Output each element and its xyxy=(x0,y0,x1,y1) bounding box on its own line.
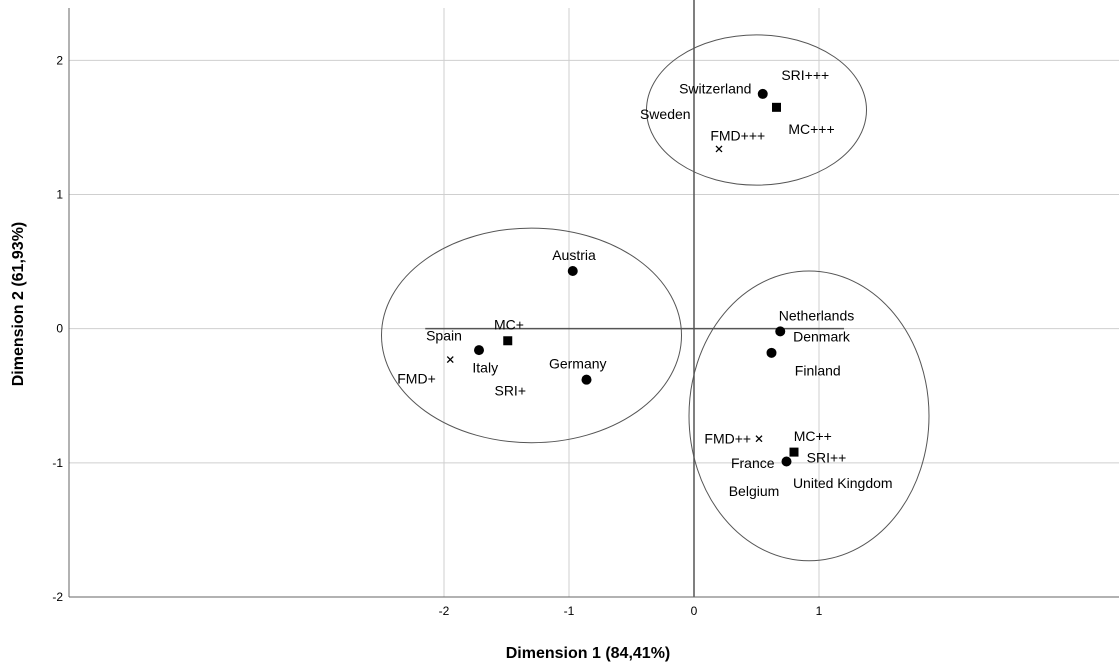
point-label: MC+++ xyxy=(788,121,834,137)
point-label: SRI+ xyxy=(494,382,526,398)
y-tick-label: 2 xyxy=(56,53,63,67)
point-label: Sweden xyxy=(640,106,691,122)
cross-stroke xyxy=(755,435,763,443)
zero-reference-lines xyxy=(425,0,844,597)
data-markers xyxy=(446,88,799,467)
point-label: Spain xyxy=(426,327,462,343)
x-axis-title: Dimension 1 (84,41%) xyxy=(506,645,671,662)
point-labels: Switzerland SRI+++ Sweden MC+++ FMD+++ Austri… xyxy=(397,67,892,499)
cross-stroke xyxy=(715,145,723,153)
data-point-cross xyxy=(715,145,723,153)
point-label: United Kingdom xyxy=(793,475,893,491)
y-tick-label: -2 xyxy=(52,590,63,604)
x-tick-label: 1 xyxy=(816,604,823,618)
point-label: Belgium xyxy=(729,483,780,499)
x-tick-label: 0 xyxy=(691,604,698,618)
point-label: FMD+++ xyxy=(710,127,765,143)
point-label: Netherlands xyxy=(779,307,855,323)
point-label: Austria xyxy=(552,247,596,263)
point-label: SRI++ xyxy=(807,449,847,465)
data-point-cross xyxy=(446,356,454,364)
point-label: MC++ xyxy=(794,428,832,444)
point-label: MC+ xyxy=(494,317,524,333)
point-label: Italy xyxy=(472,360,498,376)
data-point-square xyxy=(789,447,799,457)
data-point-circle xyxy=(781,456,792,467)
tick-labels: -2 -1 0 1 -2 -1 0 1 2 xyxy=(52,53,822,618)
point-label: FMD++ xyxy=(704,431,751,447)
y-tick-label: 0 xyxy=(56,322,63,336)
data-point-cross xyxy=(755,435,763,443)
point-label: Germany xyxy=(549,356,607,372)
y-tick-label: -1 xyxy=(52,456,63,470)
plot-frame xyxy=(68,8,1119,598)
group-ellipse xyxy=(381,227,682,444)
data-point-circle xyxy=(567,265,578,276)
group-ellipse xyxy=(646,34,867,186)
group-ellipses xyxy=(381,34,930,562)
data-point-circle xyxy=(775,326,786,337)
point-label: Finland xyxy=(795,362,841,378)
data-point-circle xyxy=(474,345,484,356)
point-label: Switzerland xyxy=(679,81,751,97)
point-label: FMD+ xyxy=(397,370,436,386)
point-label: SRI+++ xyxy=(781,67,829,83)
x-tick-label: -2 xyxy=(439,604,450,618)
group-ellipse xyxy=(688,270,930,562)
grid-layer xyxy=(69,8,1119,598)
data-point-square xyxy=(503,336,513,346)
data-point-circle xyxy=(581,374,592,385)
point-label: France xyxy=(731,455,775,471)
y-axis-title: Dimension 2 (61,93%) xyxy=(10,222,27,387)
x-tick-label: -1 xyxy=(564,604,575,618)
data-point-square xyxy=(772,102,781,112)
point-label: Denmark xyxy=(793,329,851,345)
data-point-circle xyxy=(766,347,777,358)
data-point-circle xyxy=(757,88,768,99)
cross-stroke xyxy=(446,356,454,364)
y-tick-label: 1 xyxy=(56,188,63,202)
